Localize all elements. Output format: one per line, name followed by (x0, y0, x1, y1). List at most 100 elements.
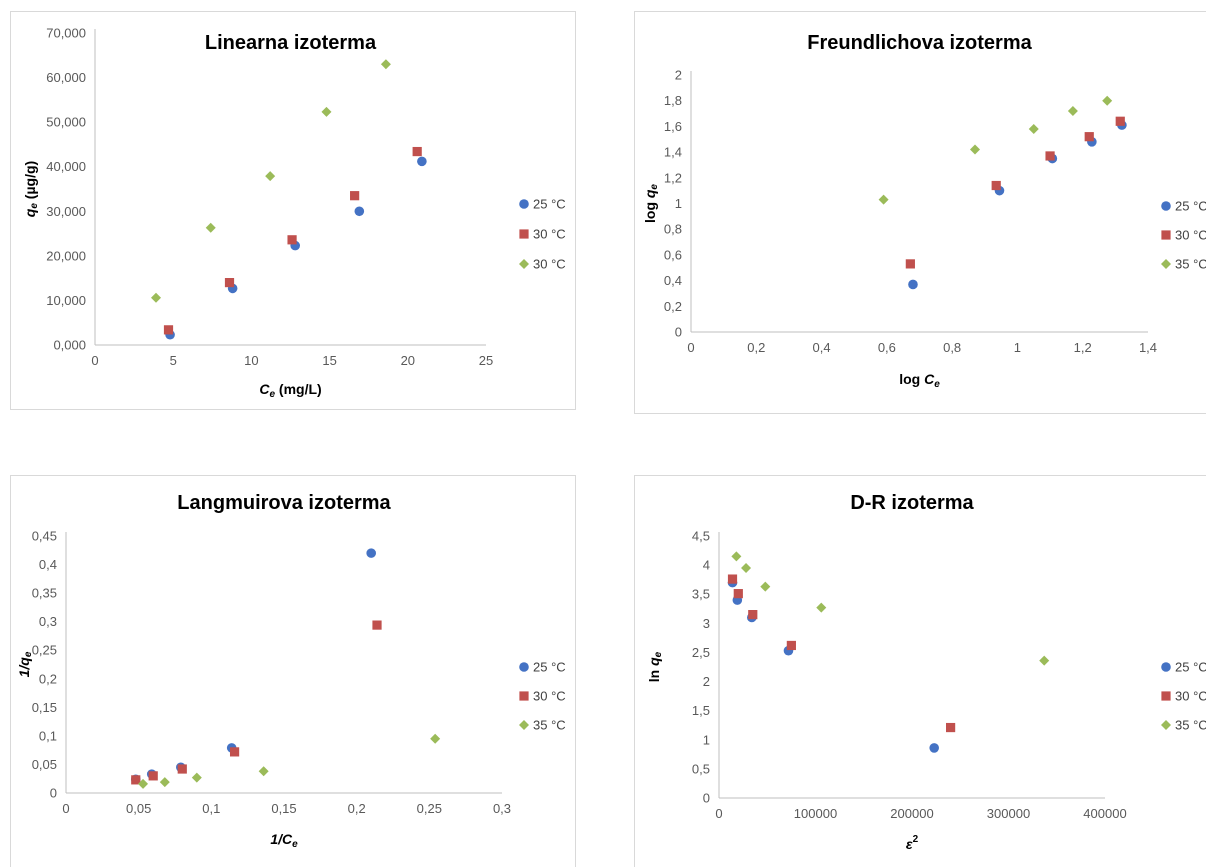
data-point (786, 640, 796, 651)
data-point (163, 325, 174, 335)
y-tick-label: 0,15 (32, 700, 57, 715)
y-tick-label: 2 (675, 68, 682, 83)
y-tick-label: 1,2 (664, 170, 682, 185)
x-tick-label: 20 (401, 353, 415, 368)
legend-marker (1161, 720, 1171, 730)
series-circle-25-c (130, 548, 377, 785)
x-tick-label: 0,8 (943, 340, 961, 355)
legend-marker (519, 259, 529, 269)
data-point (731, 551, 742, 562)
x-tick-label: 1,2 (1074, 340, 1092, 355)
legend-marker (519, 199, 529, 209)
x-tick-label: 0 (91, 353, 98, 368)
data-point (131, 775, 141, 785)
data-point (417, 156, 427, 167)
legend: 25 °C 30 °C 35 °C (519, 660, 566, 733)
data-point (150, 292, 161, 303)
legend-label: 30 °C (533, 257, 566, 272)
data-point (1067, 105, 1078, 116)
x-tick-label: 1 (1014, 340, 1021, 355)
x-axis-label: ε2 (906, 834, 919, 852)
data-point (321, 106, 332, 117)
data-point (1039, 655, 1050, 666)
data-point (733, 589, 743, 599)
data-point (372, 620, 382, 630)
y-tick-label: 0,4 (664, 273, 682, 288)
y-tick-label: 1,6 (664, 119, 682, 134)
y-tick-label: 4 (703, 558, 710, 573)
y-tick-label: 0,3 (39, 614, 57, 629)
y-tick-label: 0 (703, 791, 710, 806)
data-point (258, 766, 269, 777)
y-tick-label: 70,000 (46, 26, 86, 41)
data-point (138, 778, 149, 789)
legend: 25 °C 30 °C 35 °C (1161, 199, 1206, 272)
x-tick-label: 1,4 (1139, 340, 1157, 355)
y-tick-label: 3,5 (692, 587, 710, 602)
series-circle-25-c (165, 156, 427, 340)
y-tick-label: 0,2 (664, 299, 682, 314)
x-tick-label: 0,2 (348, 801, 366, 816)
legend-marker (1161, 201, 1171, 211)
x-tick-label: 0 (687, 340, 694, 355)
legend: 25 °C 30 °C 35 °C (1161, 660, 1206, 733)
legend-label: 25 °C (533, 660, 566, 675)
x-axis-label: log Ce (899, 371, 940, 390)
y-tick-label: 40,000 (46, 159, 86, 174)
x-tick-label: 0,05 (126, 801, 151, 816)
legend-marker (1161, 259, 1171, 269)
y-tick-label: 2,5 (692, 645, 710, 660)
chart-langmuir-svg: Langmuirova izoterma 0 0,05 0,1 0,15 0,2 0,25 0… (16, 492, 566, 850)
chart-freundlich-svg: Freundlichova izoterma 0 0,2 0,4 0,6 0,8 1 1,2 1… (642, 32, 1206, 390)
legend-label: 30 °C (1175, 689, 1206, 704)
legend-marker (519, 691, 529, 701)
y-tick-label: 50,000 (46, 115, 86, 130)
data-point (191, 772, 202, 783)
x-tick-label: 25 (479, 353, 493, 368)
data-point (287, 235, 297, 245)
data-point (748, 610, 758, 620)
x-tick-label: 100000 (794, 806, 837, 821)
y-tick-label: 20,000 (46, 248, 86, 263)
x-tick-label: 10 (244, 353, 258, 368)
series-square-30-c (163, 146, 422, 335)
x-axis-label: 1/Ce (270, 831, 298, 850)
chart-title: D-R izoterma (850, 492, 974, 514)
data-point (205, 222, 216, 233)
data-point (908, 279, 918, 290)
legend-label: 35 °C (533, 718, 566, 733)
data-point (229, 747, 240, 757)
series-square-30-c (131, 620, 382, 785)
data-point (946, 722, 956, 733)
data-point (177, 764, 187, 774)
data-point (991, 180, 1001, 191)
x-tick-label: 300000 (987, 806, 1030, 821)
series-square-30-c (727, 574, 956, 733)
data-point (148, 771, 158, 781)
y-tick-label: 0,6 (664, 247, 682, 262)
series-circle-25-c (727, 577, 939, 753)
x-tick-label: 15 (322, 353, 336, 368)
y-tick-label: 1,8 (664, 93, 682, 108)
y-tick-label: 0,45 (32, 529, 57, 544)
data-point (1045, 151, 1055, 161)
series-circle-25-c (908, 120, 1127, 290)
series-diamond-35-c (731, 551, 1050, 666)
y-tick-label: 0,1 (39, 728, 57, 743)
legend-label: 30 °C (1175, 228, 1206, 243)
y-axis-label: 1/qe (16, 651, 34, 677)
data-point (816, 602, 827, 613)
x-tick-label: 0,4 (813, 340, 831, 355)
series-diamond-35-c (878, 95, 1113, 205)
y-tick-label: 10,000 (46, 293, 86, 308)
y-tick-label: 0 (675, 325, 682, 340)
y-tick-label: 0,25 (32, 643, 57, 658)
x-tick-label: 200000 (890, 806, 933, 821)
data-point (354, 206, 365, 217)
y-tick-label: 2 (703, 674, 710, 689)
data-point (1028, 123, 1039, 134)
x-tick-label: 0 (715, 806, 722, 821)
y-tick-label: 0,05 (32, 757, 57, 772)
y-tick-label: 0 (50, 786, 57, 801)
legend-label: 35 °C (1175, 257, 1206, 272)
